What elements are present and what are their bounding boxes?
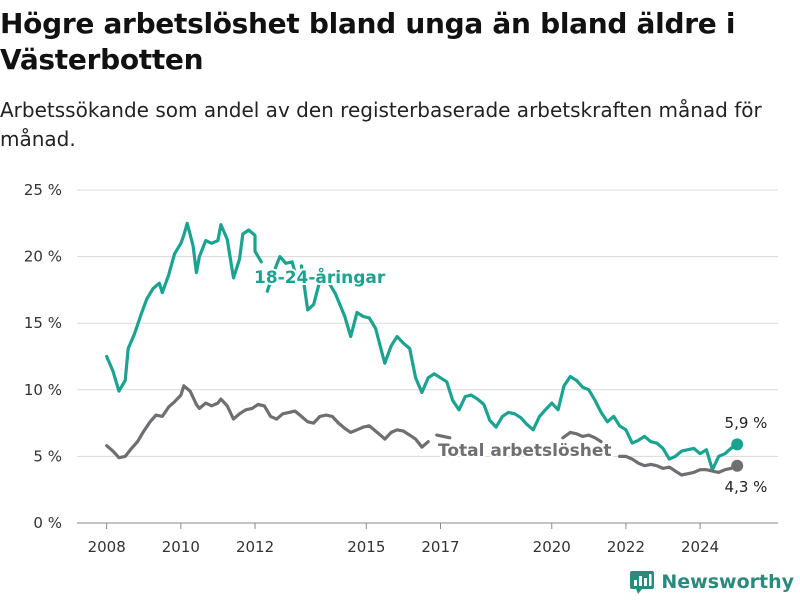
end-value-youth: 5,9 %: [725, 414, 768, 432]
brand-logo: Newsworthy: [629, 570, 794, 594]
series-line-1: [561, 430, 603, 444]
chart-title: Högre arbetslöshet bland unga än bland ä…: [0, 7, 736, 76]
x-tick-label: 2015: [347, 538, 385, 556]
brand-name: Newsworthy: [661, 571, 794, 593]
series-end-point-0: [731, 438, 744, 451]
series-label-total: Total arbetslöshet: [438, 441, 612, 461]
end-value-total: 4,3 %: [725, 478, 768, 496]
series-line-0: [105, 221, 263, 393]
series-line-1: [105, 384, 430, 460]
x-tick-label: 2024: [681, 538, 719, 556]
series-line-0: [299, 264, 739, 472]
x-tick-label: 2022: [607, 538, 645, 556]
x-tick-label: 2017: [421, 538, 459, 556]
series-label-youth: 18-24-åringar: [254, 266, 386, 288]
series-end-point-1: [731, 459, 744, 472]
y-tick-label: 0 %: [33, 514, 62, 532]
x-tick-label: 2008: [88, 538, 126, 556]
line-chart: 0 % 5 % 10 % 15 % 20 % 25 % 2008 2010 2012 2015 20…: [24, 181, 778, 556]
y-tick-label: 20 %: [24, 248, 62, 266]
series-line-1: [618, 454, 739, 477]
y-tick-label: 25 %: [24, 181, 62, 199]
series-line-1: [435, 433, 452, 440]
x-tick-label: 2012: [236, 538, 274, 556]
newsworthy-logo-icon: [630, 571, 655, 594]
series-line-0: [265, 255, 297, 293]
y-tick-label: 10 %: [24, 381, 62, 399]
x-tick-label: 2010: [162, 538, 200, 556]
chart-subtitle: Arbetssökande som andel av den registerb…: [0, 98, 762, 151]
y-tick-label: 5 %: [33, 447, 62, 465]
x-tick-label: 2020: [533, 538, 571, 556]
y-tick-label: 15 %: [24, 314, 62, 332]
